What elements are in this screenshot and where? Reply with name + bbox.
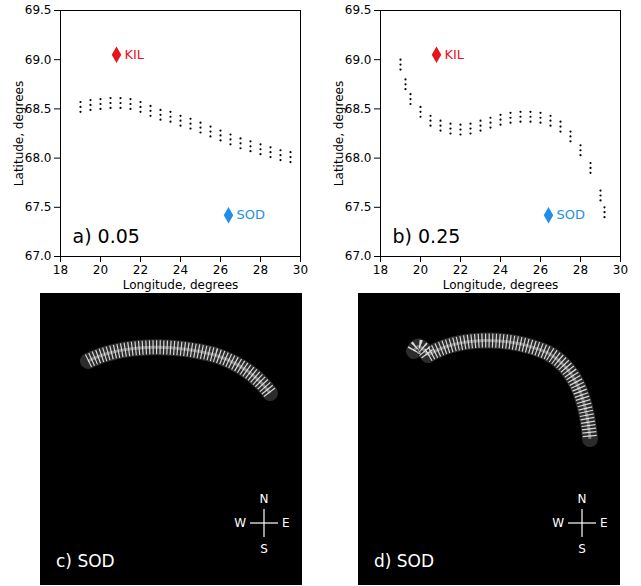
svg-text:28: 28 bbox=[253, 263, 268, 277]
svg-text:30: 30 bbox=[293, 263, 308, 277]
svg-text:69.5: 69.5 bbox=[345, 3, 372, 17]
svg-text:69.0: 69.0 bbox=[345, 53, 372, 67]
svg-text:N: N bbox=[260, 492, 269, 506]
svg-text:SOD: SOD bbox=[237, 207, 266, 222]
svg-text:Longitude, degrees: Longitude, degrees bbox=[443, 278, 559, 292]
svg-text:67.0: 67.0 bbox=[345, 249, 372, 263]
svg-text:18: 18 bbox=[53, 263, 68, 277]
svg-text:28: 28 bbox=[573, 263, 588, 277]
svg-text:d) SOD: d) SOD bbox=[374, 551, 434, 571]
svg-text:24: 24 bbox=[173, 263, 188, 277]
svg-text:Latitude, degrees: Latitude, degrees bbox=[332, 81, 346, 186]
svg-text:67.0: 67.0 bbox=[25, 249, 52, 263]
svg-text:a) 0.05: a) 0.05 bbox=[73, 225, 140, 247]
svg-text:W: W bbox=[552, 516, 564, 530]
svg-text:KIL: KIL bbox=[445, 47, 465, 62]
svg-text:W: W bbox=[234, 516, 246, 530]
svg-text:67.5: 67.5 bbox=[345, 200, 372, 214]
svg-text:b) 0.25: b) 0.25 bbox=[393, 225, 461, 247]
svg-text:E: E bbox=[282, 516, 290, 530]
svg-text:c) SOD: c) SOD bbox=[56, 551, 115, 571]
svg-text:KIL: KIL bbox=[125, 47, 145, 62]
svg-text:68.0: 68.0 bbox=[25, 151, 52, 165]
svg-text:Longitude, degrees: Longitude, degrees bbox=[123, 278, 239, 292]
svg-text:20: 20 bbox=[413, 263, 428, 277]
svg-text:E: E bbox=[600, 516, 608, 530]
svg-text:67.5: 67.5 bbox=[25, 200, 52, 214]
svg-text:26: 26 bbox=[533, 263, 548, 277]
svg-text:68.0: 68.0 bbox=[345, 151, 372, 165]
svg-text:68.5: 68.5 bbox=[25, 102, 52, 116]
svg-text:69.5: 69.5 bbox=[25, 3, 52, 17]
svg-text:S: S bbox=[260, 542, 268, 556]
svg-text:30: 30 bbox=[613, 263, 628, 277]
svg-text:22: 22 bbox=[453, 263, 468, 277]
svg-text:Latitude, degrees: Latitude, degrees bbox=[12, 81, 26, 186]
svg-text:22: 22 bbox=[133, 263, 148, 277]
svg-text:68.5: 68.5 bbox=[345, 102, 372, 116]
svg-text:18: 18 bbox=[373, 263, 388, 277]
svg-text:26: 26 bbox=[213, 263, 228, 277]
svg-text:20: 20 bbox=[93, 263, 108, 277]
svg-text:24: 24 bbox=[493, 263, 508, 277]
svg-text:S: S bbox=[578, 542, 586, 556]
svg-text:N: N bbox=[578, 492, 587, 506]
svg-text:69.0: 69.0 bbox=[25, 53, 52, 67]
svg-text:SOD: SOD bbox=[557, 207, 586, 222]
